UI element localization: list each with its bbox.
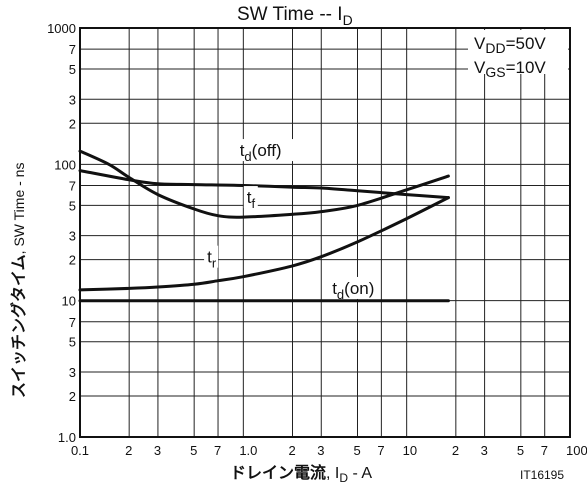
- y-tick-label: 3: [69, 92, 76, 107]
- y-tick-label: 7: [69, 178, 76, 193]
- conditions-box: [468, 30, 568, 74]
- x-axis-label: ドレイン電流, ID - A: [230, 463, 372, 485]
- grid: [79, 27, 571, 438]
- y-tick-label: 1.0: [58, 430, 76, 445]
- y-axis-label: スイッチングタイム, SW Time - ns: [9, 163, 28, 398]
- series-line-td(off): [78, 169, 450, 200]
- x-tick-label: 7: [541, 443, 548, 458]
- x-tick-label: 2: [452, 443, 459, 458]
- series-label-bg: [329, 276, 380, 299]
- x-tick-label: 7: [214, 443, 221, 458]
- y-tick-labels: 1.0 2 3 5 7 10 2 3 5 7 100 2 3 5 7 1000: [47, 21, 76, 445]
- series-label-bg: [236, 139, 296, 162]
- series-label-bg: [204, 245, 219, 268]
- y-tick-label: 7: [69, 42, 76, 57]
- x-tick-label: 3: [317, 443, 324, 458]
- x-tick-labels: 0.1 2 3 5 7 1.0 2 3 5 7 10 2 3 5 7 100: [71, 443, 587, 458]
- series-label-bg: [243, 186, 258, 209]
- x-tick-label: 5: [190, 443, 197, 458]
- x-tick-label: 7: [377, 443, 384, 458]
- y-tick-label: 5: [69, 198, 76, 213]
- y-tick-label: 2: [69, 389, 76, 404]
- x-tick-label: 10: [403, 443, 417, 458]
- x-tick-label: 2: [125, 443, 132, 458]
- series-label-tf: tf: [247, 188, 256, 211]
- series-label-td(on): td(on): [332, 279, 374, 302]
- x-tick-label: 5: [517, 443, 524, 458]
- x-tick-label: 3: [154, 443, 161, 458]
- chart-title: SW Time -- ID: [237, 4, 353, 28]
- series-label-tr: tr: [207, 248, 217, 271]
- y-tick-label: 1000: [47, 21, 76, 36]
- x-tick-label: 3: [481, 443, 488, 458]
- series-line-tr: [78, 196, 450, 292]
- x-tick-label: 5: [353, 443, 360, 458]
- condition-text: VGS=10V: [474, 58, 546, 80]
- series-lines: [78, 149, 450, 303]
- condition-text: VDD=50V: [474, 34, 546, 56]
- x-tick-label: 0.1: [71, 443, 89, 458]
- series-labels: td(off) tf tr td(on): [204, 139, 380, 302]
- series-label-td(off): td(off): [240, 141, 282, 164]
- y-tick-label: 5: [69, 335, 76, 350]
- y-tick-label: 100: [54, 157, 76, 172]
- y-tick-label: 10: [62, 294, 76, 309]
- y-tick-label: 5: [69, 62, 76, 77]
- x-tick-label: 1.0: [239, 443, 257, 458]
- x-tick-label: 100: [566, 443, 587, 458]
- y-tick-label: 2: [69, 116, 76, 131]
- plot-frame: [79, 27, 571, 438]
- y-tick-label: 3: [69, 365, 76, 380]
- series-line-tf: [78, 149, 450, 219]
- y-tick-label: 2: [69, 253, 76, 268]
- figure-id: IT16195: [520, 468, 564, 482]
- y-tick-label: 7: [69, 315, 76, 330]
- x-tick-label: 2: [289, 443, 296, 458]
- y-tick-label: 3: [69, 229, 76, 244]
